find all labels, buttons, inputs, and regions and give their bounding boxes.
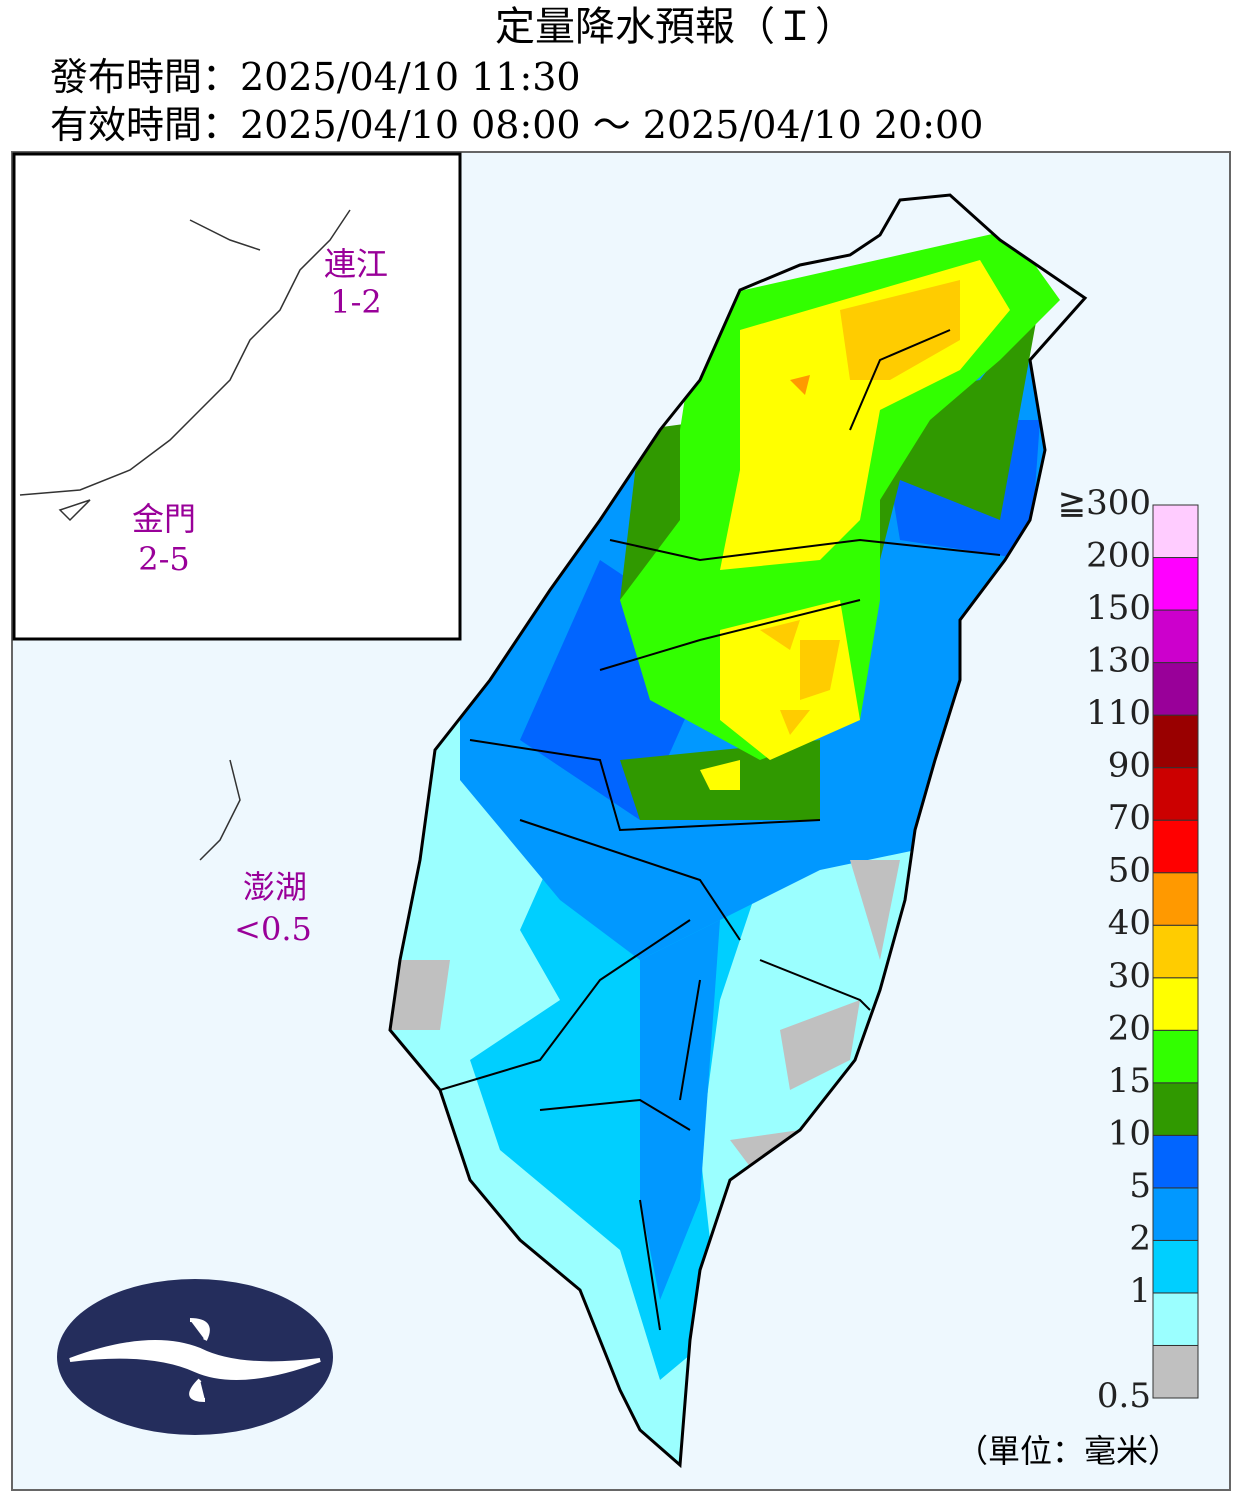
inset-box (12, 152, 462, 641)
legend-swatch (1152, 924, 1199, 979)
legend-swatch (1152, 662, 1199, 716)
rain-area (760, 280, 960, 735)
legend-swatch (1152, 1134, 1199, 1189)
coastline (19, 209, 351, 861)
rain-area (640, 920, 720, 1300)
legend-label: 40 (1108, 903, 1151, 943)
region-name: 金門 (132, 500, 196, 538)
legend-swatch (1152, 557, 1199, 611)
rain-area (520, 420, 1040, 820)
legend-swatch (1152, 714, 1199, 769)
legend-label: 130 (1086, 641, 1151, 681)
legend-swatch (1152, 1187, 1199, 1241)
legend-swatch (1152, 609, 1199, 664)
legend-label: 0.5 (1097, 1376, 1151, 1416)
unit-label: （單位：毫米） (956, 1432, 1180, 1470)
legend-swatch (1152, 819, 1199, 874)
region-range: 1-2 (330, 283, 382, 321)
legend-swatch (1152, 872, 1199, 926)
legend-label: 1 (1129, 1271, 1151, 1311)
legend-label: ≧300 (1058, 483, 1151, 523)
legend: 0.5 1 2 5 10 15 20 30 40 50 70 90 110 130 150 200 ≧300 (1058, 483, 1199, 1416)
legend-label: 15 (1108, 1061, 1151, 1101)
title: 定量降水預報（Ｉ） (495, 4, 855, 50)
legend-label: 90 (1108, 746, 1151, 786)
county-borders (439, 329, 1001, 1331)
legend-label: 70 (1108, 798, 1151, 838)
issued-time: 發布時間：2025/04/10 11:30 (50, 55, 581, 99)
legend-swatch (1152, 1029, 1199, 1084)
rain-area (700, 260, 1010, 790)
legend-label: 10 (1108, 1113, 1151, 1153)
legend-label: 50 (1108, 851, 1151, 891)
region-name: 連江 (324, 245, 388, 283)
legend-swatch (1152, 504, 1199, 559)
legend-swatch (1152, 1344, 1199, 1399)
valid-time: 有效時間：2025/04/10 08:00 ～ 2025/04/10 20:00 (50, 103, 983, 147)
legend-label: 20 (1108, 1008, 1151, 1048)
rain-area (790, 375, 810, 395)
legend-label: 200 (1086, 536, 1151, 576)
legend-swatch (1152, 1292, 1199, 1346)
legend-label: 30 (1108, 956, 1151, 996)
legend-label: 2 (1129, 1218, 1151, 1258)
region-range: 2-5 (138, 540, 190, 578)
logo-mark (69, 1318, 321, 1402)
legend-swatch (1152, 767, 1199, 821)
legend-label: 5 (1129, 1166, 1151, 1206)
legend-label: 110 (1086, 693, 1151, 733)
legend-swatch (1152, 1082, 1199, 1136)
region-name: 澎湖 (243, 868, 307, 906)
region-range: <0.5 (234, 910, 312, 948)
legend-swatch (1152, 977, 1199, 1031)
legend-swatch (1152, 1239, 1199, 1294)
legend-label: 150 (1086, 588, 1151, 628)
